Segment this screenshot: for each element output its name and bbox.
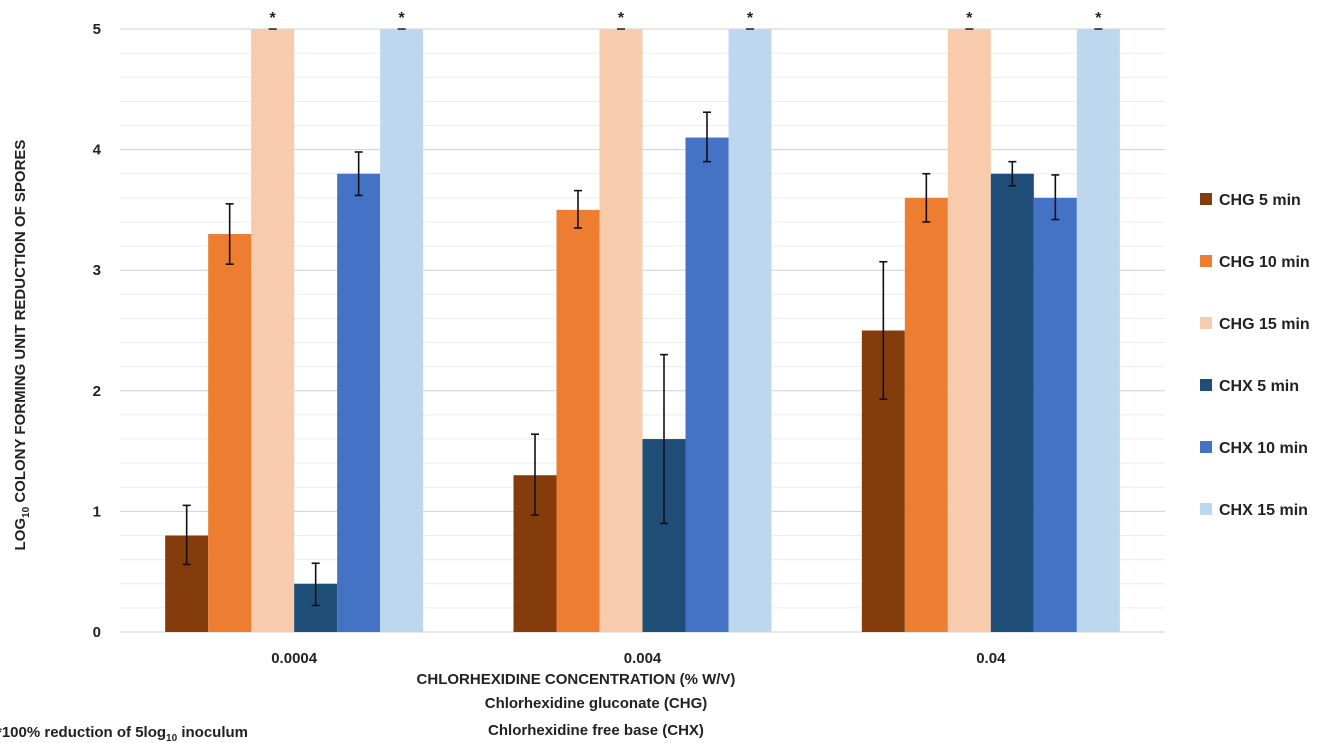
x-tick-label: 0.0004 bbox=[271, 650, 318, 667]
legend-swatch bbox=[1200, 255, 1212, 267]
note-chx: Chlorhexidine free base (CHX) bbox=[488, 722, 704, 739]
bar bbox=[380, 29, 424, 632]
bars: * * * * * * bbox=[165, 10, 1120, 633]
significance-star: * bbox=[1095, 10, 1102, 27]
footnote-suffix: inoculum bbox=[177, 724, 248, 741]
bar bbox=[599, 29, 643, 632]
legend-label: CHX 10 min bbox=[1219, 440, 1308, 457]
y-axis-label-rest: COLONY FORMING UNIT REDUCTION OF SPORES bbox=[12, 140, 29, 507]
y-axis-label: LOG10 COLONY FORMING UNIT REDUCTION OF S… bbox=[12, 140, 32, 551]
bar bbox=[1076, 29, 1120, 632]
legend-label: CHX 15 min bbox=[1219, 502, 1308, 519]
significance-star: * bbox=[618, 10, 625, 27]
y-tick-label: 1 bbox=[93, 503, 101, 520]
y-tick-label: 4 bbox=[93, 142, 102, 159]
bar bbox=[685, 137, 729, 633]
significance-star: * bbox=[399, 10, 406, 27]
y-axis-label-main: LOG bbox=[12, 518, 29, 551]
legend-swatch bbox=[1200, 379, 1212, 391]
note-chg: Chlorhexidine gluconate (CHG) bbox=[485, 695, 708, 712]
y-tick-labels: 0 1 2 3 4 5 bbox=[93, 21, 102, 641]
bar bbox=[1033, 197, 1077, 632]
x-tick-label: 0.04 bbox=[976, 650, 1006, 667]
significance-star: * bbox=[747, 10, 754, 27]
x-axis-label: CHLORHEXIDINE CONCENTRATION (% W/V) bbox=[417, 671, 736, 688]
y-tick-label: 2 bbox=[93, 383, 101, 400]
footnote-prefix: *100% reduction of 5log bbox=[0, 724, 166, 741]
bar bbox=[337, 173, 381, 632]
x-tick-labels: 0.0004 0.004 0.04 bbox=[271, 650, 1006, 667]
bar bbox=[990, 173, 1034, 632]
legend-label: CHG 15 min bbox=[1219, 316, 1310, 333]
bar bbox=[904, 197, 948, 632]
bar bbox=[208, 234, 252, 632]
bar bbox=[728, 29, 772, 632]
y-axis-label-sub: 10 bbox=[21, 506, 32, 518]
significance-star: * bbox=[966, 10, 973, 27]
footnote: *100% reduction of 5log10 inoculum bbox=[0, 724, 248, 743]
y-tick-label: 0 bbox=[93, 624, 101, 641]
legend-swatch bbox=[1200, 441, 1212, 453]
legend: CHG 5 min CHG 10 min CHG 15 min CHX 5 min CH… bbox=[1200, 192, 1310, 519]
legend-swatch bbox=[1200, 503, 1212, 515]
legend-label: CHG 5 min bbox=[1219, 192, 1301, 209]
legend-swatch bbox=[1200, 317, 1212, 329]
bar bbox=[251, 29, 295, 632]
significance-star: * bbox=[270, 10, 277, 27]
bar bbox=[947, 29, 991, 632]
bar bbox=[556, 209, 600, 632]
legend-swatch bbox=[1200, 193, 1212, 205]
legend-label: CHX 5 min bbox=[1219, 378, 1299, 395]
y-tick-label: 5 bbox=[93, 21, 101, 38]
footnote-sub: 10 bbox=[166, 733, 178, 743]
y-tick-label: 3 bbox=[93, 262, 101, 279]
x-tick-label: 0.004 bbox=[624, 650, 662, 667]
legend-label: CHG 10 min bbox=[1219, 254, 1310, 271]
